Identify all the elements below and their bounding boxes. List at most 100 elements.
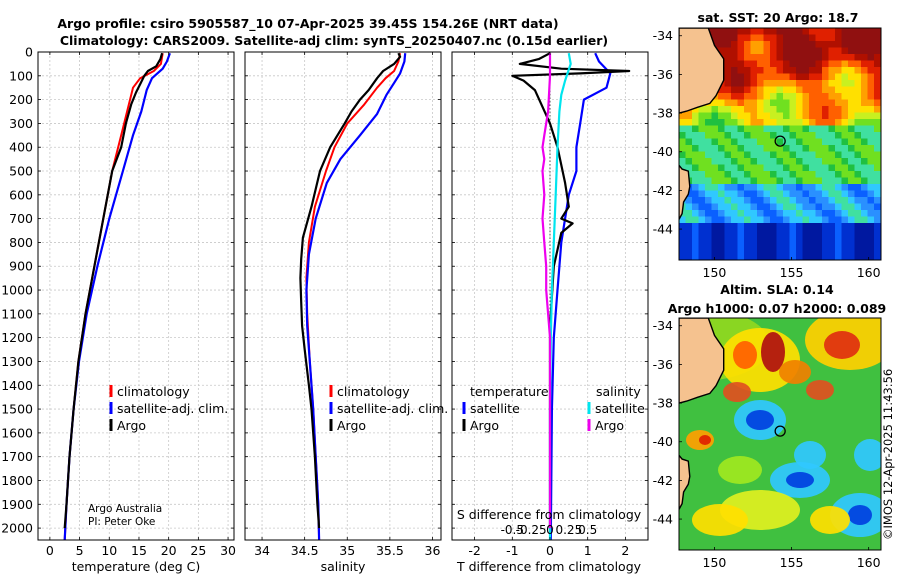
sst-cell	[698, 145, 706, 152]
sst-cell	[763, 80, 771, 87]
sst-cell	[724, 203, 732, 211]
sst-cell	[763, 47, 771, 55]
temperature-ticks: 0100200300400500600700800900100011001200…	[1, 45, 236, 559]
sst-cell	[763, 184, 771, 191]
sst-cell	[731, 158, 738, 165]
sst-cell	[835, 255, 842, 260]
sst-cell	[724, 177, 732, 185]
sst-cell	[815, 125, 823, 133]
sst-cell	[705, 242, 712, 250]
sst-cell	[861, 60, 868, 68]
map-xtick-label: 150	[703, 555, 727, 570]
sst-cell	[874, 184, 881, 191]
sst-cell	[711, 190, 719, 198]
sst-cell	[815, 41, 823, 48]
sst-cell	[770, 203, 777, 211]
sst-cell	[705, 203, 712, 211]
sst-cell	[815, 73, 823, 81]
sst-cell	[802, 197, 810, 204]
sst-cell	[718, 229, 725, 237]
sst-cell	[685, 151, 693, 159]
sst-cell	[757, 112, 764, 120]
sst-cell	[718, 197, 725, 204]
sst-cell	[737, 132, 745, 139]
sst-cell	[724, 119, 732, 126]
sst-cell	[783, 236, 790, 243]
sst-cell	[796, 164, 803, 172]
sst-cell	[731, 151, 738, 159]
sst-cell	[796, 28, 803, 35]
sst-cell	[796, 229, 803, 237]
sst-cell	[880, 34, 881, 42]
sst-cell	[802, 138, 810, 146]
sst-cell	[835, 216, 842, 224]
sst-cell	[848, 86, 855, 94]
sst-cell	[750, 210, 758, 217]
sst-cell	[724, 255, 732, 260]
sst-cell	[854, 86, 862, 94]
sst-cell	[737, 34, 745, 42]
sst-cell	[737, 28, 745, 35]
sst-cell	[835, 197, 842, 204]
sst-cell	[789, 93, 797, 100]
sst-cell	[861, 93, 868, 100]
sst-cell	[809, 249, 816, 256]
sst-cell	[867, 197, 875, 204]
sst-cell	[861, 171, 868, 178]
sst-cell	[789, 203, 797, 211]
sst-cell	[698, 236, 706, 243]
sst-cell	[783, 106, 790, 113]
sst-cell	[685, 145, 693, 152]
sst-cell	[757, 41, 764, 48]
sst-cell	[763, 106, 771, 113]
sst-cell	[718, 158, 725, 165]
sst-cell	[692, 236, 699, 243]
sst-cell	[848, 164, 855, 172]
sst-cell	[698, 216, 706, 224]
sst-cell	[724, 86, 732, 94]
sst-cell	[822, 73, 829, 81]
sst-cell	[685, 119, 693, 126]
sst-cell	[718, 145, 725, 152]
sst-cell	[815, 60, 823, 68]
sst-cell	[874, 93, 881, 100]
sst-cell	[724, 54, 732, 61]
sst-cell	[737, 86, 745, 94]
sst-cell	[848, 203, 855, 211]
sst-cell	[744, 190, 751, 198]
sst-cell	[880, 80, 881, 87]
sst-cell	[822, 34, 829, 42]
sst-cell	[724, 80, 732, 87]
salinity-axes-box	[244, 51, 442, 541]
sst-cell	[854, 210, 862, 217]
sst-cell	[835, 164, 842, 172]
map-ytick-label: -40	[653, 144, 673, 159]
sst-cell	[828, 255, 836, 260]
sst-cell	[770, 132, 777, 139]
sst-cell	[828, 197, 836, 204]
sst-cell	[770, 164, 777, 172]
sst-cell	[705, 216, 712, 224]
sst-cell	[692, 203, 699, 211]
sst-cell	[731, 242, 738, 250]
sst-cell	[711, 158, 719, 165]
sst-cell	[835, 177, 842, 185]
sst-cell	[679, 138, 686, 146]
sst-cell	[783, 60, 790, 68]
sst-cell	[744, 67, 751, 74]
sst-cell	[789, 73, 797, 81]
xtick-label: 35	[339, 543, 355, 558]
sst-cell	[711, 125, 719, 133]
sst-cell	[783, 223, 790, 230]
sst-cell	[854, 197, 862, 204]
temperature-panel: 0100200300400500600700800900100011001200…	[1, 45, 236, 575]
sst-cell	[802, 158, 810, 165]
sst-cell	[867, 73, 875, 81]
sst-cell	[731, 80, 738, 87]
sst-cell	[679, 236, 686, 243]
map-ytick-label: -40	[653, 434, 673, 449]
sst-cell	[809, 177, 816, 185]
sst-cell	[783, 177, 790, 185]
sst-cell	[874, 151, 881, 159]
sst-cell	[822, 171, 829, 178]
